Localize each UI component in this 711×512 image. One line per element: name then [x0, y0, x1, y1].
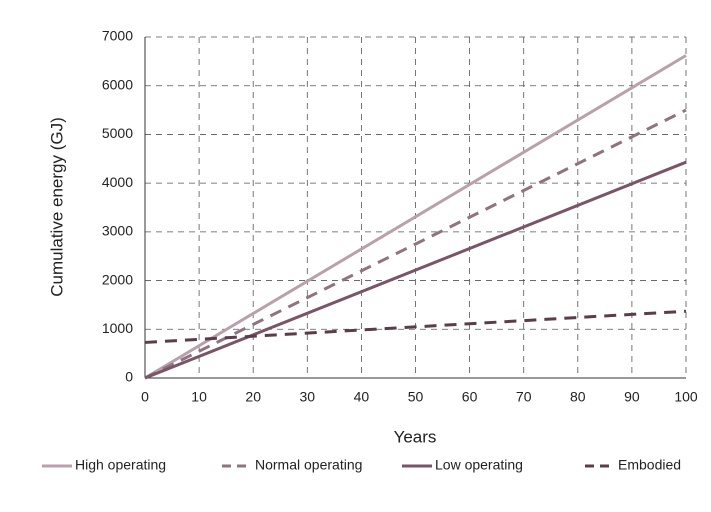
x-tick-label: 40 — [354, 389, 370, 405]
x-axis-label: Years — [394, 427, 437, 446]
legend-label: Normal operating — [255, 457, 362, 473]
y-tick-label: 6000 — [102, 76, 133, 92]
x-tick-label: 100 — [674, 389, 698, 405]
x-tick-label: 10 — [191, 389, 207, 405]
series-line — [144, 54, 687, 380]
legend-label: High operating — [75, 457, 166, 473]
x-tick-label: 60 — [462, 389, 478, 405]
y-tick-label: 5000 — [102, 125, 133, 141]
x-tick-label: 30 — [300, 389, 316, 405]
x-tick-label: 50 — [408, 389, 424, 405]
y-tick-label: 2000 — [102, 271, 133, 287]
legend-label: Low operating — [435, 457, 523, 473]
series-line — [144, 160, 687, 380]
y-tick-label: 7000 — [102, 28, 133, 44]
x-tick-label: 70 — [516, 389, 532, 405]
x-tick-label: 90 — [624, 389, 640, 405]
y-tick-label: 1000 — [102, 320, 133, 336]
x-tick-label: 20 — [245, 389, 261, 405]
legend-label: Embodied — [618, 457, 681, 473]
y-tick-label: 4000 — [102, 174, 133, 190]
series-line — [144, 108, 687, 380]
series-line — [144, 309, 687, 344]
y-tick-label: 0 — [125, 369, 133, 385]
x-tick-label: 0 — [141, 389, 149, 405]
y-axis-label: Cumulative energy (GJ) — [47, 117, 66, 297]
x-tick-label: 80 — [570, 389, 586, 405]
y-tick-label: 3000 — [102, 223, 133, 239]
